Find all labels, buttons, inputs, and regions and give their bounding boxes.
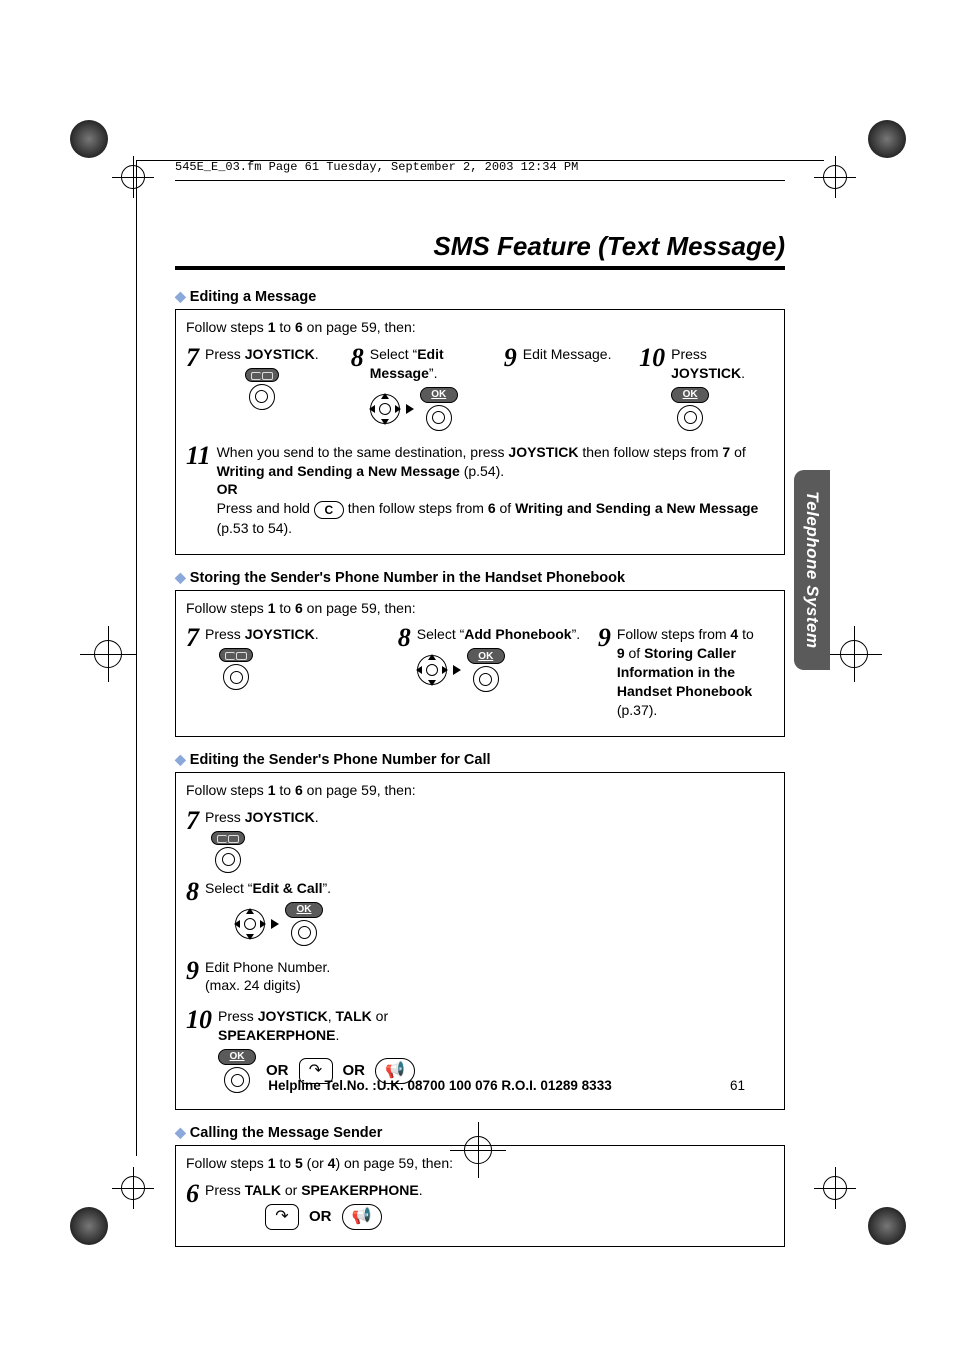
title-rule — [175, 266, 785, 270]
joystick-icon — [219, 648, 253, 690]
step-11: 11 When you send to the same destination… — [186, 443, 768, 538]
page-number: 61 — [705, 1078, 745, 1093]
follow-line: Follow steps 1 to 5 (or 4) on page 59, t… — [186, 1154, 774, 1173]
step-7: 7 Press JOYSTICK. — [186, 625, 392, 719]
step-8: 8 Select “Edit Message”. OK — [351, 345, 498, 431]
box-storing: Follow steps 1 to 6 on page 59, then: 7 … — [175, 590, 785, 737]
page-footer: Helpline Tel.No. :U.K. 08700 100 076 R.O… — [175, 1078, 745, 1093]
step-10: 10 Press JOYSTICK. OK — [639, 345, 757, 431]
speakerphone-key-icon: 📢 — [342, 1204, 382, 1230]
box-editing-number: Follow steps 1 to 6 on page 59, then: 7 … — [175, 772, 785, 1110]
box-editing-message: Follow steps 1 to 6 on page 59, then: 7 … — [175, 309, 785, 555]
c-button-icon: C — [314, 501, 344, 519]
ok-joystick-icon: OK — [285, 902, 323, 946]
helpline-text: Helpline Tel.No. :U.K. 08700 100 076 R.O… — [175, 1078, 705, 1093]
step-8: 8 Select “Add Phonebook”. OK — [398, 625, 592, 719]
joystick-icon — [211, 831, 245, 873]
heading-text: Editing a Message — [190, 289, 317, 305]
cropmark-bl — [72, 1143, 152, 1223]
nav-icon — [235, 909, 265, 939]
page-title: SMS Feature (Text Message) — [175, 231, 785, 262]
follow-line: Follow steps 1 to 6 on page 59, then: — [186, 318, 774, 337]
heading-text: Editing the Sender's Phone Number for Ca… — [190, 752, 491, 768]
or-text: OR — [309, 1207, 332, 1227]
step-7: 7 Press JOYSTICK. — [186, 808, 474, 873]
diamond-icon: ◆ — [175, 569, 186, 585]
follow-line: Follow steps 1 to 6 on page 59, then: — [186, 781, 774, 800]
section-editing-message: ◆Editing a Message — [175, 288, 785, 305]
diamond-icon: ◆ — [175, 1124, 186, 1140]
section-calling: ◆Calling the Message Sender — [175, 1124, 785, 1141]
step-7: 7 Press JOYSTICK. — [186, 345, 345, 431]
cropmark-tr — [812, 138, 892, 218]
step-6: 6 Press TALK or SPEAKERPHONE. ↷ OR 📢 — [186, 1181, 768, 1230]
section-editing-number: ◆Editing the Sender's Phone Number for C… — [175, 751, 785, 768]
talk-key-icon: ↷ — [265, 1204, 299, 1230]
joystick-icon — [245, 368, 279, 410]
diamond-icon: ◆ — [175, 751, 186, 767]
diamond-icon: ◆ — [175, 288, 186, 304]
cropmark-br — [812, 1143, 892, 1223]
heading-text: Storing the Sender's Phone Number in the… — [190, 570, 625, 586]
nav-icon — [370, 394, 400, 424]
ok-joystick-icon: OK — [671, 387, 709, 431]
regmark-right — [832, 632, 876, 676]
side-tab-label: Telephone System — [802, 491, 822, 649]
step-9: 9 Follow steps from 4 to 9 of Storing Ca… — [598, 625, 763, 719]
side-tab: Telephone System — [794, 470, 830, 670]
section-storing: ◆Storing the Sender's Phone Number in th… — [175, 569, 785, 586]
file-info-rule — [175, 180, 785, 181]
step-9: 9 Edit Phone Number. (max. 24 digits) — [186, 958, 474, 996]
box-calling: Follow steps 1 to 5 (or 4) on page 59, t… — [175, 1145, 785, 1247]
cropmark-tl — [72, 138, 152, 218]
ok-joystick-icon: OK — [467, 648, 505, 692]
arrow-right-icon — [271, 919, 279, 929]
ok-joystick-icon: OK — [420, 387, 458, 431]
nav-icon — [417, 655, 447, 685]
heading-text: Calling the Message Sender — [190, 1125, 383, 1141]
arrow-right-icon — [453, 665, 461, 675]
file-info: 545E_E_03.fm Page 61 Tuesday, September … — [175, 160, 785, 174]
frame-left — [136, 160, 137, 1156]
regmark-left — [86, 632, 130, 676]
step-8: 8 Select “Edit & Call”. OK — [186, 879, 474, 946]
step-9: 9 Edit Message. — [504, 345, 633, 431]
arrow-right-icon — [406, 404, 414, 414]
follow-line: Follow steps 1 to 6 on page 59, then: — [186, 599, 774, 618]
